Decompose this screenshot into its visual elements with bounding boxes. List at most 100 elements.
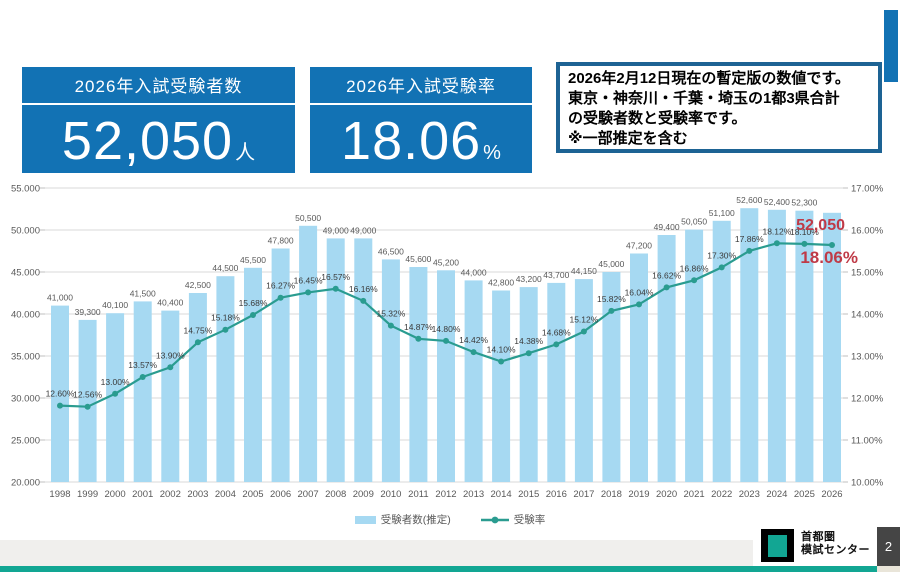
svg-text:16.27%: 16.27% xyxy=(266,281,295,291)
svg-text:2000: 2000 xyxy=(105,489,126,500)
svg-text:16.16%: 16.16% xyxy=(349,284,378,294)
stat-box-rate: 2026年入試受験率 18.06 % xyxy=(310,67,532,173)
svg-text:2016: 2016 xyxy=(546,489,567,500)
svg-text:15.32%: 15.32% xyxy=(376,309,405,319)
svg-text:15.12%: 15.12% xyxy=(569,315,598,325)
stat-applicants-value: 52,050 xyxy=(61,111,234,171)
svg-text:35.000: 35.000 xyxy=(11,352,40,363)
svg-text:15.68%: 15.68% xyxy=(239,298,268,308)
svg-text:47,200: 47,200 xyxy=(626,241,652,251)
svg-text:2020: 2020 xyxy=(656,489,677,500)
svg-text:50,500: 50,500 xyxy=(295,213,321,223)
svg-text:44,150: 44,150 xyxy=(571,266,597,276)
svg-text:49,000: 49,000 xyxy=(350,225,376,235)
footer-teal-bar-end xyxy=(877,566,900,572)
svg-text:40.000: 40.000 xyxy=(11,310,40,321)
note-line-3: の受験者数と受験率です。 xyxy=(568,110,747,127)
svg-text:1999: 1999 xyxy=(77,489,98,500)
svg-text:13.57%: 13.57% xyxy=(128,360,157,370)
svg-text:2019: 2019 xyxy=(628,489,649,500)
svg-text:2003: 2003 xyxy=(187,489,208,500)
svg-text:2014: 2014 xyxy=(491,489,512,500)
svg-text:11.00%: 11.00% xyxy=(851,436,883,447)
svg-text:16.00%: 16.00% xyxy=(851,226,884,237)
note-line-4: ※一部推定を含む xyxy=(568,130,688,147)
svg-text:17.00%: 17.00% xyxy=(851,184,884,195)
svg-text:15.00%: 15.00% xyxy=(851,268,884,279)
svg-text:2006: 2006 xyxy=(270,489,291,500)
top-right-accent-bar xyxy=(884,10,898,82)
legend-item-line: 受験率 xyxy=(480,512,545,527)
svg-text:2010: 2010 xyxy=(380,489,401,500)
svg-text:2015: 2015 xyxy=(518,489,539,500)
footer-strip xyxy=(0,540,900,566)
svg-text:43,700: 43,700 xyxy=(543,270,569,280)
svg-text:2002: 2002 xyxy=(160,489,181,500)
svg-text:16.62%: 16.62% xyxy=(652,270,681,280)
svg-text:16.04%: 16.04% xyxy=(625,287,654,297)
svg-text:52,300: 52,300 xyxy=(791,198,817,208)
svg-text:2001: 2001 xyxy=(132,489,153,500)
stat-applicants-unit: 人 xyxy=(235,142,256,164)
svg-text:2013: 2013 xyxy=(463,489,484,500)
svg-text:50.000: 50.000 xyxy=(11,226,40,237)
svg-text:15.18%: 15.18% xyxy=(211,313,240,323)
svg-text:10.00%: 10.00% xyxy=(851,478,884,489)
svg-text:14.87%: 14.87% xyxy=(404,322,433,332)
svg-text:49,400: 49,400 xyxy=(654,222,680,232)
svg-text:2018: 2018 xyxy=(601,489,622,500)
svg-text:14.42%: 14.42% xyxy=(459,335,488,345)
svg-text:44,500: 44,500 xyxy=(212,263,238,273)
note-line-1: 2026年2月12日現在の暫定版の数値です。 xyxy=(568,70,850,87)
svg-text:12.00%: 12.00% xyxy=(851,394,884,405)
svg-text:2023: 2023 xyxy=(739,489,760,500)
svg-text:17.86%: 17.86% xyxy=(735,234,764,244)
svg-text:43,200: 43,200 xyxy=(516,274,542,284)
svg-text:14.10%: 14.10% xyxy=(487,345,516,355)
svg-text:14.68%: 14.68% xyxy=(542,327,571,337)
svg-text:52,050: 52,050 xyxy=(796,217,845,234)
svg-text:44,000: 44,000 xyxy=(461,267,487,277)
svg-text:2004: 2004 xyxy=(215,489,236,500)
svg-text:2005: 2005 xyxy=(242,489,263,500)
svg-text:47,800: 47,800 xyxy=(268,236,294,246)
svg-text:14.38%: 14.38% xyxy=(514,336,543,346)
svg-text:51,100: 51,100 xyxy=(709,208,735,218)
svg-text:18.12%: 18.12% xyxy=(762,226,791,236)
svg-text:20.000: 20.000 xyxy=(11,478,40,489)
svg-text:45,600: 45,600 xyxy=(405,254,431,264)
svg-text:42,500: 42,500 xyxy=(185,280,211,290)
svg-text:14.00%: 14.00% xyxy=(851,310,884,321)
svg-text:45.000: 45.000 xyxy=(11,268,40,279)
svg-text:14.80%: 14.80% xyxy=(432,324,461,334)
svg-text:42,800: 42,800 xyxy=(488,278,514,288)
svg-text:50,050: 50,050 xyxy=(681,217,707,227)
svg-text:16.57%: 16.57% xyxy=(321,272,350,282)
svg-text:41,500: 41,500 xyxy=(130,288,156,298)
page-number: 2 xyxy=(877,527,900,566)
footer-teal-bar xyxy=(0,566,877,572)
svg-text:14.75%: 14.75% xyxy=(183,325,212,335)
svg-text:52,400: 52,400 xyxy=(764,197,790,207)
svg-text:46,500: 46,500 xyxy=(378,246,404,256)
svg-text:45,200: 45,200 xyxy=(433,257,459,267)
svg-text:45,000: 45,000 xyxy=(598,259,624,269)
stat-box-applicants: 2026年入試受験者数 52,050 人 xyxy=(22,67,295,173)
svg-text:2008: 2008 xyxy=(325,489,346,500)
svg-text:2026: 2026 xyxy=(821,489,842,500)
svg-text:13.90%: 13.90% xyxy=(156,350,185,360)
svg-text:39,300: 39,300 xyxy=(75,307,101,317)
stat-rate-value: 18.06 xyxy=(341,111,482,171)
svg-text:18.10%: 18.10% xyxy=(790,227,819,237)
svg-text:15.82%: 15.82% xyxy=(597,294,626,304)
stat-applicants-value-row: 52,050 人 xyxy=(22,105,295,176)
svg-text:2011: 2011 xyxy=(408,489,428,500)
legend-item-bar: 受験者数(推定) xyxy=(354,512,451,527)
stat-rate-unit: % xyxy=(483,142,501,164)
exam-trend-chart: 20.000 10.00% 25.000 11.00% 30.000 12.00% 35.0… xyxy=(11,184,884,501)
svg-text:2009: 2009 xyxy=(353,489,374,500)
svg-text:2025: 2025 xyxy=(794,489,815,500)
svg-text:2017: 2017 xyxy=(573,489,594,500)
svg-text:13.00%: 13.00% xyxy=(851,352,884,363)
brand-name: 首都圏 模試センター xyxy=(801,531,870,556)
